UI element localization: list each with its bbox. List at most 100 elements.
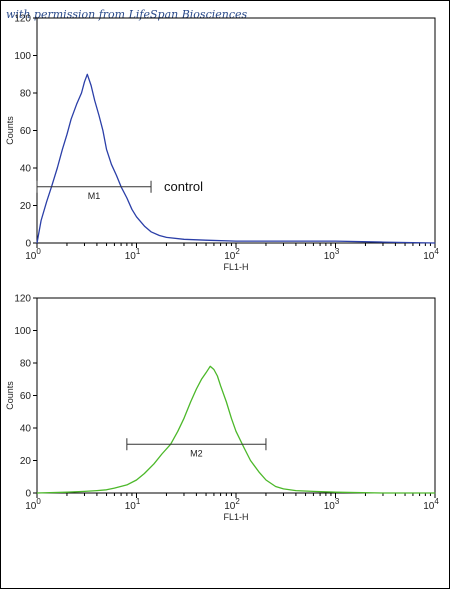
data-point <box>265 479 267 481</box>
y-tick-label: 20 <box>20 456 32 467</box>
x-tick-label: 101 <box>125 497 141 512</box>
histogram-trace-1-1 <box>36 73 436 244</box>
data-point <box>84 81 85 83</box>
data-point <box>177 430 179 432</box>
data-point <box>66 491 68 493</box>
data-point <box>250 460 251 461</box>
data-point <box>61 148 63 150</box>
y-tick-label: 120 <box>14 294 31 305</box>
data-point <box>225 401 227 403</box>
data-point <box>190 401 192 403</box>
data-point <box>126 484 128 486</box>
y-tick-label: 120 <box>14 14 31 25</box>
data-point <box>126 197 128 199</box>
x-tick-label: 100 <box>25 497 41 512</box>
data-point <box>283 240 284 242</box>
data-point <box>106 489 107 491</box>
data-point <box>136 216 137 218</box>
y-axis-label: Counts <box>5 381 15 410</box>
data-point <box>382 492 384 494</box>
gate-marker-label: M2 <box>190 448 203 458</box>
data-point <box>235 240 237 242</box>
gate-marker-label: M1 <box>88 191 101 201</box>
data-point <box>205 239 207 241</box>
data-point <box>183 417 185 419</box>
data-point <box>84 490 85 492</box>
data-point <box>231 417 232 419</box>
x-tick-label: 101 <box>125 247 141 262</box>
data-point <box>111 163 112 165</box>
annotation-text: control <box>164 179 203 194</box>
data-point <box>283 488 284 490</box>
data-point <box>136 479 137 481</box>
data-point <box>102 130 104 131</box>
data-point <box>205 372 207 374</box>
data-point <box>196 388 197 390</box>
data-point <box>143 225 145 227</box>
x-tick-label: 104 <box>423 497 439 512</box>
x-tick-label: 100 <box>25 247 41 262</box>
plot-area-border <box>36 297 436 494</box>
y-axis-label: Counts <box>5 116 15 145</box>
data-point <box>201 378 202 380</box>
data-point <box>153 463 155 465</box>
data-point <box>46 201 48 203</box>
data-point <box>216 375 218 377</box>
y-tick-label: 0 <box>25 489 31 500</box>
x-tick-label: 103 <box>324 247 340 262</box>
y-tick-label: 100 <box>14 51 31 62</box>
data-point <box>81 92 82 94</box>
data-point <box>434 492 436 494</box>
data-point <box>213 369 215 370</box>
data-point <box>313 490 314 492</box>
y-tick-label: 40 <box>20 164 32 175</box>
data-point <box>258 471 260 473</box>
y-tick-label: 0 <box>25 239 31 250</box>
data-point <box>114 487 115 489</box>
data-point <box>56 167 58 169</box>
data-point <box>335 240 336 242</box>
data-point <box>40 220 42 221</box>
data-point <box>36 242 38 244</box>
x-tick-label: 103 <box>324 497 340 512</box>
data-point <box>36 492 38 494</box>
data-point <box>116 175 117 176</box>
data-point <box>161 453 163 455</box>
data-point <box>434 242 436 244</box>
data-point <box>143 473 145 474</box>
histogram-panel-2: 0 20 40 60 80 100 120 100 101 102 103 104 FL1-H Count… <box>5 294 439 523</box>
data-point <box>106 148 107 150</box>
data-point <box>295 490 297 491</box>
y-tick-label: 100 <box>14 326 31 337</box>
y-tick-label: 40 <box>20 424 32 435</box>
x-tick-label: 104 <box>423 247 439 262</box>
data-point <box>220 385 221 387</box>
data-point <box>131 208 133 210</box>
data-point <box>98 115 100 116</box>
data-point <box>209 365 211 367</box>
x-axis-label: FL1-H <box>223 262 248 272</box>
data-point <box>76 103 77 105</box>
x-axis-label: FL1-H <box>223 512 248 522</box>
histogram-panel-1: 0 20 40 60 80 100 120 100 101 102 103 104 FL1-H Count… <box>5 14 439 273</box>
data-point <box>90 85 92 86</box>
data-point <box>275 486 276 487</box>
y-tick-label: 80 <box>20 359 32 370</box>
data-point <box>335 491 336 493</box>
y-tick-label: 60 <box>20 126 32 137</box>
x-tick-label: 102 <box>224 497 240 512</box>
data-point <box>150 231 152 233</box>
data-point <box>243 447 245 448</box>
data-point <box>94 100 96 101</box>
y-tick-label: 60 <box>20 391 32 402</box>
y-tick-label: 20 <box>20 201 32 212</box>
histogram-trace-2-1 <box>36 365 435 494</box>
data-point <box>66 133 68 135</box>
data-point <box>96 490 98 491</box>
plot-area-border <box>36 17 436 244</box>
data-point <box>166 236 167 238</box>
x-tick-label: 102 <box>224 247 240 262</box>
data-point <box>235 430 237 432</box>
